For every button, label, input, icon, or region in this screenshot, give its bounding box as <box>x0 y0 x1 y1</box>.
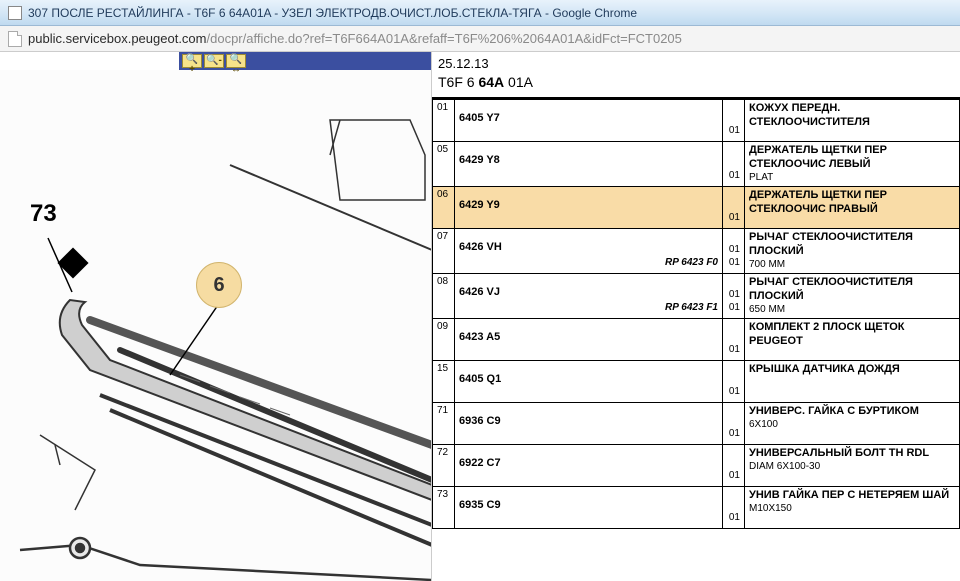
doc-header: 25.12.13 T6F 6 64A 01A <box>432 52 960 99</box>
row-partnumber: 6405 Y7 <box>455 100 723 142</box>
zoom-fit-button[interactable]: 🔍↔ <box>226 54 246 68</box>
row-pos: 08 <box>433 274 455 319</box>
zoom-in-button[interactable]: 🔍+ <box>182 54 202 68</box>
callout-circle-6[interactable]: 6 <box>196 262 242 308</box>
row-description: ДЕРЖАТЕЛЬ ЩЕТКИ ПЕР СТЕКЛООЧИС ЛЕВЫЙPLAT <box>745 142 960 187</box>
url-host: public.servicebox.peugeot.com <box>28 31 207 46</box>
row-description: ДЕРЖАТЕЛЬ ЩЕТКИ ПЕР СТЕКЛООЧИС ПРАВЫЙ <box>745 187 960 229</box>
table-row[interactable]: 016405 Y701КОЖУХ ПЕРЕДН. СТЕКЛООЧИСТИТЕЛ… <box>433 100 960 142</box>
row-pos: 05 <box>433 142 455 187</box>
row-pos: 72 <box>433 445 455 487</box>
row-description: УНИВЕРСАЛЬНЫЙ БОЛТ TH RDLDIAM 6X100-30 <box>745 445 960 487</box>
row-description: РЫЧАГ СТЕКЛООЧИСТИТЕЛЯ ПЛОСКИЙ700 MM <box>745 229 960 274</box>
row-partnumber: 6922 C7 <box>455 445 723 487</box>
ref-prefix: T6F 6 <box>438 74 478 90</box>
table-row[interactable]: 716936 C901УНИВЕРС. ГАЙКА С БУРТИКОМ6X10… <box>433 403 960 445</box>
row-pos: 73 <box>433 487 455 529</box>
diagram-toolbar: 🔍+ 🔍- 🔍↔ <box>179 52 431 70</box>
row-partnumber: 6935 C9 <box>455 487 723 529</box>
address-bar[interactable]: public.servicebox.peugeot.com/docpr/affi… <box>0 26 960 52</box>
row-qty: 0101 <box>723 229 745 274</box>
row-partnumber: 6405 Q1 <box>455 361 723 403</box>
row-pos: 09 <box>433 319 455 361</box>
favicon <box>8 6 22 20</box>
row-pos: 06 <box>433 187 455 229</box>
table-row[interactable]: 066429 Y901ДЕРЖАТЕЛЬ ЩЕТКИ ПЕР СТЕКЛООЧИ… <box>433 187 960 229</box>
row-qty: 01 <box>723 361 745 403</box>
page-icon <box>8 31 22 47</box>
doc-date: 25.12.13 <box>438 56 954 73</box>
row-qty: 0101 <box>723 274 745 319</box>
ref-bold: 64A <box>478 74 504 90</box>
row-qty: 01 <box>723 100 745 142</box>
row-partnumber: 6429 Y8 <box>455 142 723 187</box>
table-row[interactable]: 086426 VJRP 6423 F10101РЫЧАГ СТЕКЛООЧИСТ… <box>433 274 960 319</box>
window-title: 307 ПОСЛЕ РЕСТАЙЛИНГА - T6F 6 64A01A - У… <box>28 6 637 20</box>
table-row[interactable]: 096423 A501КОМПЛЕКТ 2 ПЛОСК ЩЕТОК PEUGEO… <box>433 319 960 361</box>
doc-ref: T6F 6 64A 01A <box>438 73 954 91</box>
row-partnumber: 6936 C9 <box>455 403 723 445</box>
table-row[interactable]: 726922 C701УНИВЕРСАЛЬНЫЙ БОЛТ TH RDLDIAM… <box>433 445 960 487</box>
row-qty: 01 <box>723 319 745 361</box>
table-row[interactable]: 076426 VHRP 6423 F00101РЫЧАГ СТЕКЛООЧИСТ… <box>433 229 960 274</box>
parts-diagram[interactable]: 73 6 <box>0 70 431 581</box>
row-partnumber: 6423 A5 <box>455 319 723 361</box>
row-qty: 01 <box>723 487 745 529</box>
table-row[interactable]: 736935 C901УНИВ ГАЙКА ПЕР С НЕТЕРЯЕМ ШАЙ… <box>433 487 960 529</box>
row-pos: 07 <box>433 229 455 274</box>
table-row[interactable]: 056429 Y801ДЕРЖАТЕЛЬ ЩЕТКИ ПЕР СТЕКЛООЧИ… <box>433 142 960 187</box>
row-pos: 01 <box>433 100 455 142</box>
row-description: УНИВЕРС. ГАЙКА С БУРТИКОМ6X100 <box>745 403 960 445</box>
diagram-pane: 🔍+ 🔍- 🔍↔ <box>0 52 432 581</box>
row-qty: 01 <box>723 445 745 487</box>
row-partnumber: 6426 VHRP 6423 F0 <box>455 229 723 274</box>
callout-label-73: 73 <box>30 200 57 228</box>
ref-suffix: 01A <box>504 74 533 90</box>
row-qty: 01 <box>723 142 745 187</box>
url-path: /docpr/affiche.do?ref=T6F664A01A&refaff=… <box>207 31 682 46</box>
diagram-svg <box>0 70 432 581</box>
parts-list-pane: 25.12.13 T6F 6 64A 01A 016405 Y701КОЖУХ … <box>432 52 960 581</box>
row-description: КОЖУХ ПЕРЕДН. СТЕКЛООЧИСТИТЕЛЯ <box>745 100 960 142</box>
row-pos: 71 <box>433 403 455 445</box>
row-qty: 01 <box>723 403 745 445</box>
row-partnumber: 6429 Y9 <box>455 187 723 229</box>
window-titlebar: 307 ПОСЛЕ РЕСТАЙЛИНГА - T6F 6 64A01A - У… <box>0 0 960 26</box>
table-row[interactable]: 156405 Q101КРЫШКА ДАТЧИКА ДОЖДЯ <box>433 361 960 403</box>
row-description: КРЫШКА ДАТЧИКА ДОЖДЯ <box>745 361 960 403</box>
row-description: КОМПЛЕКТ 2 ПЛОСК ЩЕТОК PEUGEOT <box>745 319 960 361</box>
row-partnumber: 6426 VJRP 6423 F1 <box>455 274 723 319</box>
row-description: РЫЧАГ СТЕКЛООЧИСТИТЕЛЯ ПЛОСКИЙ650 MM <box>745 274 960 319</box>
content-split: 🔍+ 🔍- 🔍↔ <box>0 52 960 581</box>
parts-table: 016405 Y701КОЖУХ ПЕРЕДН. СТЕКЛООЧИСТИТЕЛ… <box>432 99 960 529</box>
row-description: УНИВ ГАЙКА ПЕР С НЕТЕРЯЕМ ШАЙM10X150 <box>745 487 960 529</box>
callout-6-label: 6 <box>213 274 224 297</box>
row-qty: 01 <box>723 187 745 229</box>
row-pos: 15 <box>433 361 455 403</box>
zoom-out-button[interactable]: 🔍- <box>204 54 224 68</box>
